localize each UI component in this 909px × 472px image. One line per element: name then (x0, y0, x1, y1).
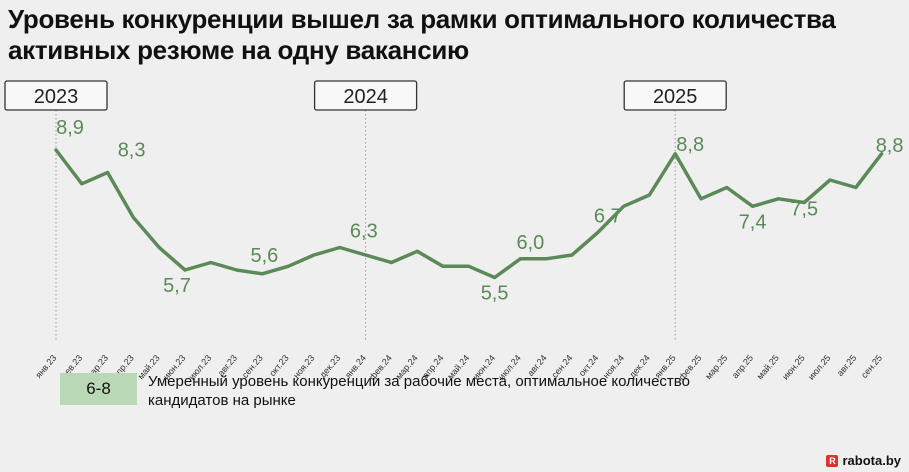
data-label: 7,5 (790, 199, 818, 221)
data-label: 6,3 (350, 221, 378, 243)
brand-name: rabota.by (842, 453, 901, 468)
legend-range-swatch: 6-8 (60, 373, 137, 405)
legend-description: Умеренный уровень конкуренции за рабочие… (148, 373, 690, 409)
year-markers: 2023 2024 2025 (4, 80, 727, 340)
data-labels: 8,9 8,3 5,7 5,6 6,3 5,5 6,0 6,7 8,8 7,4 7,5 8,8 (56, 117, 903, 305)
data-label: 6,7 (594, 206, 622, 228)
x-tick-label: апр.25 (730, 353, 755, 380)
year-marker: 2025 (623, 80, 727, 340)
year-marker: 2024 (313, 80, 418, 340)
data-label: 5,6 (250, 245, 278, 267)
year-label: 2025 (653, 86, 698, 108)
chart-title: Уровень конкуренции вышел за рамки оптим… (8, 4, 836, 65)
year-marker-box (4, 80, 108, 111)
data-label: 8,3 (118, 140, 146, 162)
data-label: 8,9 (56, 117, 84, 139)
series-line (54, 148, 884, 280)
year-label: 2023 (34, 86, 79, 108)
x-tick-label: июн.25 (780, 353, 806, 382)
year-marker-box (623, 80, 727, 111)
data-label: 8,8 (676, 134, 704, 156)
x-tick-label: янв.23 (33, 353, 58, 380)
brand-logo: R rabota.by (826, 453, 901, 468)
year-marker: 2023 (4, 80, 108, 340)
data-label: 6,0 (516, 232, 544, 254)
x-tick-label: май.25 (755, 353, 781, 381)
x-tick-label: авг.25 (835, 353, 858, 378)
data-label: 7,4 (739, 211, 767, 233)
year-label: 2024 (343, 86, 388, 108)
x-tick-label: сен.25 (859, 353, 884, 380)
data-label: 8,8 (876, 135, 904, 157)
brand-icon: R (826, 454, 839, 467)
x-tick-label: июл.25 (806, 353, 833, 382)
data-label: 5,5 (481, 283, 509, 305)
data-label: 5,7 (163, 275, 191, 297)
year-marker-box (313, 80, 418, 111)
